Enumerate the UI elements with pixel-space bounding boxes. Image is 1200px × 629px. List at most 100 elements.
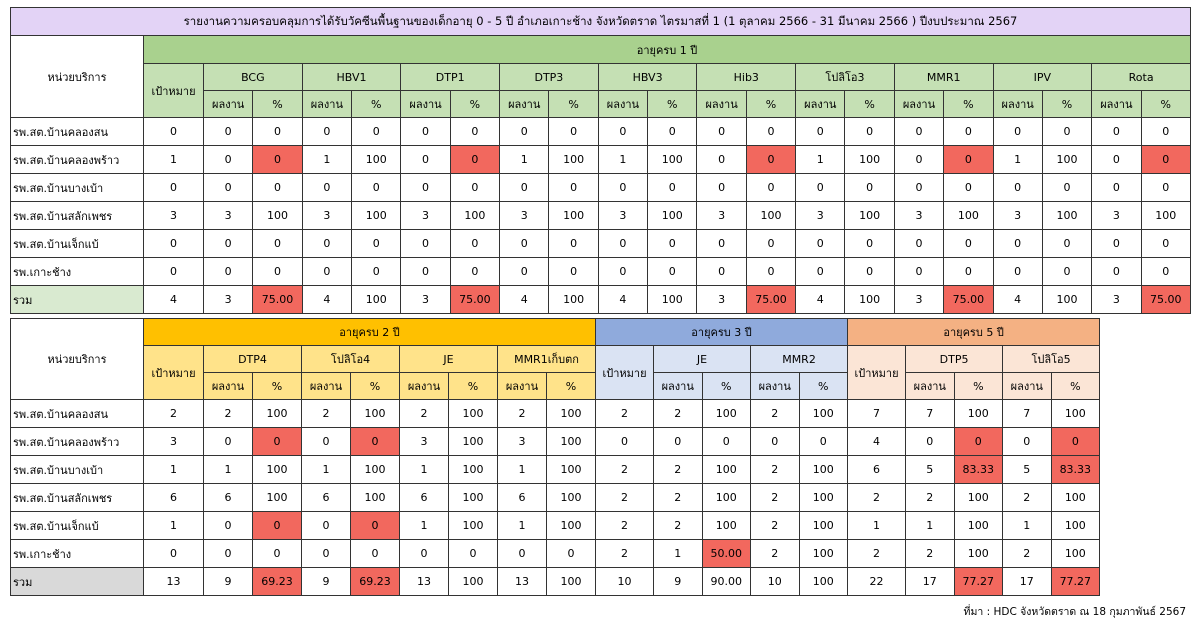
percent-value: 0 bbox=[844, 257, 895, 286]
result-value: 1 bbox=[795, 145, 846, 174]
result-value: 4 bbox=[597, 285, 649, 314]
percent-value: 100 bbox=[1050, 539, 1101, 568]
unit-name: รพ.เกาะช้าง bbox=[10, 257, 144, 286]
percent-value: 100 bbox=[943, 201, 994, 230]
percent-value: 100 bbox=[701, 455, 751, 484]
result-value: 6 bbox=[301, 483, 351, 512]
result-value: 3 bbox=[202, 285, 254, 314]
table-row: รพ.สต.บ้านสลักเพชร 3 3 100 3 100 3 100 3 100 3 100 3… bbox=[10, 201, 1192, 230]
result-value: 0 bbox=[400, 117, 451, 146]
percent-value: 75.00 bbox=[943, 285, 994, 314]
result-value: 3 bbox=[893, 285, 945, 314]
percent-value: 0 bbox=[548, 117, 599, 146]
percent-value: 100 bbox=[844, 145, 895, 174]
result-value: 2 bbox=[653, 511, 703, 540]
data-source-note: ที่มา : HDC จังหวัดตราด ณ 18 กุมภาพันธ์ … bbox=[963, 606, 1186, 618]
target-value: 0 bbox=[143, 257, 204, 286]
unit-name: รพ.สต.บ้านสลักเพชร bbox=[10, 483, 144, 512]
percent-value: 0 bbox=[1041, 173, 1093, 202]
result-header: ผลงาน bbox=[497, 372, 547, 400]
result-value: 13 bbox=[497, 567, 547, 596]
result-header: ผลงาน bbox=[203, 372, 253, 400]
result-value: 1 bbox=[1002, 511, 1052, 540]
result-header: ผลงาน bbox=[1091, 90, 1142, 118]
percent-value: 100 bbox=[1050, 399, 1101, 428]
target-value: 2 bbox=[143, 399, 204, 428]
result-value: 0 bbox=[1091, 257, 1142, 286]
result-value: 0 bbox=[597, 173, 649, 202]
percent-value: 100 bbox=[548, 145, 599, 174]
result-value: 0 bbox=[696, 257, 747, 286]
result-value: 0 bbox=[696, 229, 747, 258]
percent-value: 0 bbox=[1140, 145, 1192, 174]
percent-value: 100 bbox=[1140, 201, 1192, 230]
percent-value: 0 bbox=[252, 173, 303, 202]
target-value: 2 bbox=[595, 483, 654, 512]
percent-value: 0 bbox=[745, 173, 797, 202]
percent-header: % bbox=[1050, 372, 1101, 400]
result-value: 3 bbox=[1091, 201, 1142, 230]
percent-value: 0 bbox=[351, 173, 402, 202]
result-value: 0 bbox=[1002, 427, 1052, 456]
unit-name: รพ.สต.บ้านเจ็กแบ้ bbox=[10, 229, 144, 258]
percent-value: 0 bbox=[449, 173, 501, 202]
result-value: 0 bbox=[202, 173, 254, 202]
table-row: รพ.สต.บ้านคลองสน 2 2 100 2 100 2 100 2 100 2 2 100 2 1… bbox=[10, 399, 1101, 428]
unit-header: หน่วยบริการ bbox=[10, 318, 144, 400]
result-value: 0 bbox=[597, 257, 649, 286]
result-header: ผลงาน bbox=[905, 372, 955, 400]
percent-value: 0 bbox=[1041, 229, 1093, 258]
percent-header: % bbox=[252, 372, 302, 400]
result-value: 1 bbox=[399, 511, 449, 540]
percent-value: 0 bbox=[1140, 173, 1192, 202]
result-value: 6 bbox=[399, 483, 449, 512]
percent-value: 0 bbox=[943, 173, 994, 202]
percent-value: 100 bbox=[252, 399, 302, 428]
percent-value: 100 bbox=[546, 427, 596, 456]
result-value: 3 bbox=[499, 201, 550, 230]
target-value: 0 bbox=[143, 539, 204, 568]
table-row: รพ.สต.บ้านเจ็กแบ้ 1 0 0 0 0 1 100 1 100 2 2 100 2 100 1… bbox=[10, 511, 1101, 540]
percent-value: 100 bbox=[1041, 201, 1093, 230]
percent-value: 100 bbox=[350, 455, 400, 484]
target-header: เป้าหมาย bbox=[143, 63, 204, 118]
result-value: 4 bbox=[795, 285, 846, 314]
percent-value: 69.23 bbox=[350, 567, 400, 596]
percent-value: 0 bbox=[252, 257, 303, 286]
table-row: รพ.เกาะช้าง 0 0 0 0 0 0 0 0 0 0 0 0 0 0 0 0 0 0 0 0 0 bbox=[10, 257, 1192, 286]
age-group-header: อายุครบ 1 ปี bbox=[143, 35, 1191, 64]
result-value: 0 bbox=[202, 229, 254, 258]
result-value: 2 bbox=[399, 399, 449, 428]
percent-value: 100 bbox=[448, 455, 498, 484]
percent-value: 100 bbox=[1050, 511, 1101, 540]
result-value: 2 bbox=[497, 399, 547, 428]
percent-value: 100 bbox=[701, 511, 751, 540]
percent-value: 0 bbox=[943, 145, 994, 174]
result-value: 2 bbox=[750, 511, 800, 540]
percent-value: 0 bbox=[798, 427, 849, 456]
result-value: 2 bbox=[301, 399, 351, 428]
result-value: 2 bbox=[750, 483, 800, 512]
result-header: ผลงาน bbox=[400, 90, 451, 118]
percent-value: 77.27 bbox=[953, 567, 1004, 596]
result-value: 2 bbox=[653, 483, 703, 512]
result-value: 1 bbox=[653, 539, 703, 568]
age-group-header: อายุครบ 5 ปี bbox=[847, 318, 1101, 346]
result-value: 0 bbox=[992, 257, 1043, 286]
age-group-header: อายุครบ 2 ปี bbox=[143, 318, 596, 346]
percent-value: 0 bbox=[953, 427, 1004, 456]
percent-value: 100 bbox=[548, 285, 599, 314]
result-value: 0 bbox=[597, 117, 649, 146]
percent-value: 100 bbox=[546, 511, 596, 540]
percent-value: 100 bbox=[953, 511, 1004, 540]
percent-header: % bbox=[647, 90, 698, 118]
target-value: 1 bbox=[143, 455, 204, 484]
result-value: 3 bbox=[893, 201, 945, 230]
result-value: 2 bbox=[1002, 539, 1052, 568]
result-value: 10 bbox=[750, 567, 800, 596]
vaccine-header: JE bbox=[399, 345, 498, 373]
result-value: 0 bbox=[499, 257, 550, 286]
percent-value: 0 bbox=[252, 229, 303, 258]
percent-value: 0 bbox=[943, 257, 994, 286]
result-value: 0 bbox=[203, 427, 253, 456]
